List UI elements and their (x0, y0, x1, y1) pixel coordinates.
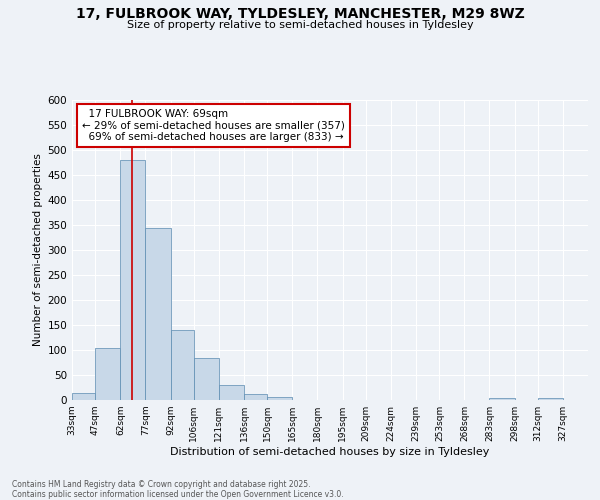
Bar (170, 330, 194, 400)
Bar (72, 392, 95, 400)
X-axis label: Distribution of semi-detached houses by size in Tyldesley: Distribution of semi-detached houses by … (170, 447, 490, 457)
Text: Size of property relative to semi-detached houses in Tyldesley: Size of property relative to semi-detach… (127, 20, 473, 30)
Bar (538, 398, 563, 400)
Text: 17 FULBROOK WAY: 69sqm
← 29% of semi-detached houses are smaller (357)
  69% of : 17 FULBROOK WAY: 69sqm ← 29% of semi-det… (82, 109, 345, 142)
Bar (121, 160, 145, 400)
Text: Contains HM Land Registry data © Crown copyright and database right 2025.
Contai: Contains HM Land Registry data © Crown c… (12, 480, 344, 499)
Bar (194, 358, 219, 400)
Text: 17, FULBROOK WAY, TYLDESLEY, MANCHESTER, M29 8WZ: 17, FULBROOK WAY, TYLDESLEY, MANCHESTER,… (76, 8, 524, 22)
Y-axis label: Number of semi-detached properties: Number of semi-detached properties (33, 154, 43, 346)
Bar (145, 228, 170, 400)
Bar (95, 348, 121, 400)
Bar (268, 396, 292, 400)
Bar (219, 385, 244, 400)
Bar (490, 398, 515, 400)
Bar (244, 394, 268, 400)
